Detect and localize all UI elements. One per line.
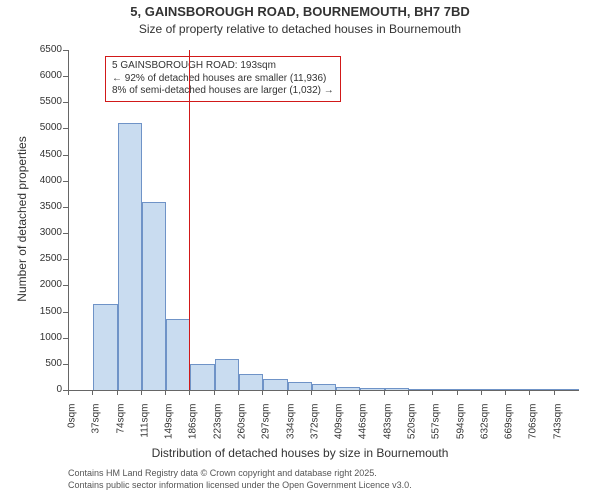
x-tick-mark (408, 390, 409, 395)
x-tick-label: 297sqm (261, 404, 272, 454)
y-tick-mark (63, 102, 68, 103)
x-tick-label: 446sqm (358, 404, 369, 454)
y-tick-label: 2500 (26, 253, 62, 264)
y-tick-mark (63, 50, 68, 51)
x-tick-label: 594sqm (455, 404, 466, 454)
x-tick-mark (432, 390, 433, 395)
x-tick-mark (117, 390, 118, 395)
x-tick-mark (335, 390, 336, 395)
page-title: 5, GAINSBOROUGH ROAD, BOURNEMOUTH, BH7 7… (0, 4, 600, 19)
y-tick-label: 4000 (26, 175, 62, 186)
annotation-line-1: 5 GAINSBOROUGH ROAD: 193sqm (112, 60, 334, 73)
y-tick-label: 6000 (26, 70, 62, 81)
histogram-bar (458, 389, 482, 390)
histogram-bar (93, 304, 117, 390)
y-tick-mark (63, 285, 68, 286)
x-tick-mark (457, 390, 458, 395)
footer-line-1: Contains HM Land Registry data © Crown c… (68, 468, 377, 478)
marker-line (189, 50, 190, 390)
x-tick-mark (529, 390, 530, 395)
histogram-bar (263, 379, 287, 391)
y-tick-label: 1000 (26, 332, 62, 343)
x-tick-label: 223sqm (212, 404, 223, 454)
x-tick-label: 520sqm (407, 404, 418, 454)
x-tick-label: 0sqm (67, 404, 78, 454)
histogram-bar (215, 359, 239, 390)
histogram-bar (288, 382, 312, 390)
x-tick-label: 149sqm (164, 404, 175, 454)
histogram-bar (166, 319, 190, 390)
y-tick-label: 2000 (26, 279, 62, 290)
x-tick-mark (311, 390, 312, 395)
y-tick-label: 6500 (26, 44, 62, 55)
y-tick-mark (63, 76, 68, 77)
y-tick-mark (63, 128, 68, 129)
x-tick-mark (505, 390, 506, 395)
x-tick-mark (554, 390, 555, 395)
y-tick-label: 500 (26, 358, 62, 369)
histogram-bar (433, 389, 457, 390)
page-subtitle: Size of property relative to detached ho… (0, 22, 600, 36)
histogram-bar (506, 389, 530, 390)
y-tick-mark (63, 259, 68, 260)
y-tick-mark (63, 207, 68, 208)
x-tick-label: 409sqm (334, 404, 345, 454)
x-tick-mark (165, 390, 166, 395)
histogram-bar (385, 388, 409, 390)
x-tick-label: 37sqm (91, 404, 102, 454)
annotation-box: 5 GAINSBOROUGH ROAD: 193sqm ← 92% of det… (105, 56, 341, 102)
x-tick-mark (141, 390, 142, 395)
annotation-line-2: ← 92% of detached houses are smaller (11… (112, 73, 334, 86)
x-tick-label: 334sqm (285, 404, 296, 454)
histogram-bar (336, 387, 360, 390)
x-tick-label: 743sqm (552, 404, 563, 454)
histogram-bar (409, 389, 433, 390)
y-tick-mark (63, 338, 68, 339)
x-tick-label: 557sqm (431, 404, 442, 454)
histogram-bar (190, 364, 214, 390)
y-tick-mark (63, 233, 68, 234)
x-tick-label: 632sqm (479, 404, 490, 454)
x-tick-mark (481, 390, 482, 395)
x-tick-label: 260sqm (237, 404, 248, 454)
x-tick-mark (262, 390, 263, 395)
y-tick-mark (63, 312, 68, 313)
y-tick-label: 1500 (26, 306, 62, 317)
y-tick-label: 4500 (26, 149, 62, 160)
chart-container: 5, GAINSBOROUGH ROAD, BOURNEMOUTH, BH7 7… (0, 0, 600, 500)
histogram-bar (482, 389, 506, 390)
x-tick-mark (68, 390, 69, 395)
x-tick-mark (189, 390, 190, 395)
x-tick-mark (287, 390, 288, 395)
x-tick-label: 669sqm (504, 404, 515, 454)
y-tick-label: 5500 (26, 96, 62, 107)
footer-line-2: Contains public sector information licen… (68, 480, 412, 490)
x-tick-label: 483sqm (382, 404, 393, 454)
histogram-bar (530, 389, 554, 390)
y-tick-mark (63, 181, 68, 182)
y-tick-label: 0 (26, 384, 62, 395)
x-tick-label: 74sqm (115, 404, 126, 454)
histogram-bar (312, 384, 336, 390)
x-tick-mark (359, 390, 360, 395)
histogram-bar (239, 374, 263, 390)
y-tick-mark (63, 364, 68, 365)
x-tick-mark (214, 390, 215, 395)
histogram-bar (142, 202, 166, 390)
annotation-line-3: 8% of semi-detached houses are larger (1… (112, 85, 334, 98)
y-tick-label: 5000 (26, 122, 62, 133)
x-tick-mark (92, 390, 93, 395)
x-tick-label: 372sqm (309, 404, 320, 454)
y-tick-mark (63, 155, 68, 156)
x-tick-label: 186sqm (188, 404, 199, 454)
y-tick-label: 3500 (26, 201, 62, 212)
x-tick-mark (384, 390, 385, 395)
x-tick-label: 706sqm (528, 404, 539, 454)
x-tick-label: 111sqm (139, 404, 150, 454)
histogram-bar (360, 388, 384, 390)
y-tick-label: 3000 (26, 227, 62, 238)
histogram-bar (555, 389, 579, 390)
histogram-bar (118, 123, 142, 390)
x-tick-mark (238, 390, 239, 395)
